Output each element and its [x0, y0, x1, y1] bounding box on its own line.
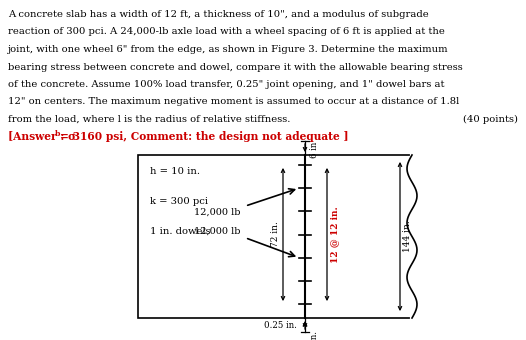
Text: (40 points): (40 points)	[463, 115, 518, 124]
Text: reaction of 300 pci. A 24,000-lb axle load with a wheel spacing of 6 ft is appli: reaction of 300 pci. A 24,000-lb axle lo…	[8, 28, 445, 36]
Text: of the concrete. Assume 100% load transfer, 0.25" joint opening, and 1" dowel ba: of the concrete. Assume 100% load transf…	[8, 80, 444, 89]
Text: 12,000 lb: 12,000 lb	[194, 208, 240, 217]
Text: 12 @ 12 in.: 12 @ 12 in.	[330, 206, 339, 263]
Text: h = 10 in.: h = 10 in.	[150, 167, 200, 176]
Text: A concrete slab has a width of 12 ft, a thickness of 10", and a modulus of subgr: A concrete slab has a width of 12 ft, a …	[8, 10, 429, 19]
Text: b: b	[55, 130, 60, 137]
Text: k = 300 pci: k = 300 pci	[150, 197, 208, 206]
Text: 0.25 in.: 0.25 in.	[264, 321, 297, 329]
Text: 6 in: 6 in	[310, 142, 319, 158]
Text: 6 in.: 6 in.	[310, 331, 319, 340]
Text: 12,000 lb: 12,000 lb	[194, 227, 240, 236]
Text: 1 in. dowels: 1 in. dowels	[150, 227, 210, 236]
Text: [Answer : σ: [Answer : σ	[8, 131, 76, 141]
Text: 144 in.: 144 in.	[403, 221, 412, 252]
Text: from the load, where l is the radius of relative stiffness.: from the load, where l is the radius of …	[8, 115, 290, 124]
Text: 72 in.: 72 in.	[271, 222, 280, 248]
Text: joint, with one wheel 6" from the edge, as shown in Figure 3. Determine the maxi: joint, with one wheel 6" from the edge, …	[8, 45, 449, 54]
Text: bearing stress between concrete and dowel, compare it with the allowable bearing: bearing stress between concrete and dowe…	[8, 63, 463, 71]
Polygon shape	[138, 155, 412, 318]
Text: = 3160 psi, Comment: the design not adequate ]: = 3160 psi, Comment: the design not adeq…	[60, 131, 349, 141]
Text: 12" on centers. The maximum negative moment is assumed to occur at a distance of: 12" on centers. The maximum negative mom…	[8, 98, 459, 106]
